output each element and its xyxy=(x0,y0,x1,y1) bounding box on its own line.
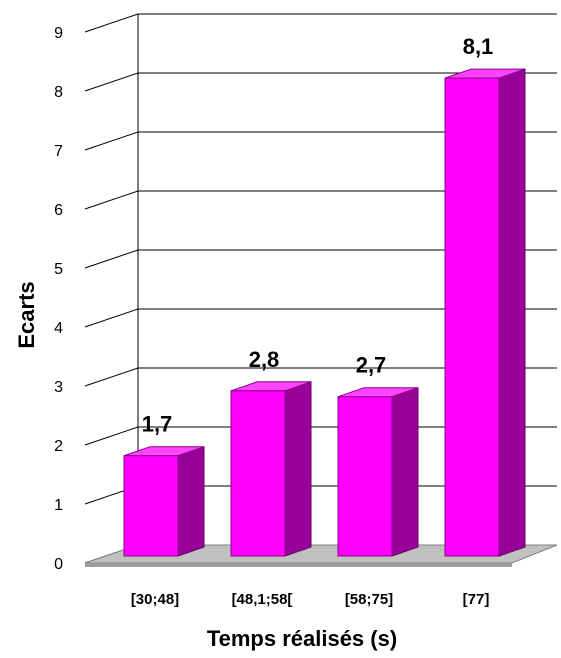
x-tick-label: [48,1;58[ xyxy=(232,591,293,608)
bar-front xyxy=(123,455,179,557)
x-tick-labels: [30;48] [48,1;58[ [58;75] [77] xyxy=(131,591,490,608)
bar xyxy=(444,68,526,557)
data-label: 2,7 xyxy=(356,353,387,378)
gridline xyxy=(84,13,557,33)
y-tick-label: 3 xyxy=(54,379,63,396)
x-tick-label: [77] xyxy=(463,591,490,608)
y-tick-label: 9 xyxy=(54,25,63,42)
bar-side xyxy=(498,68,526,557)
bar-side xyxy=(391,386,419,557)
x-tick-label: [58;75] xyxy=(345,591,393,608)
bar-front xyxy=(337,396,393,557)
x-tick-label: [30;48] xyxy=(131,591,179,608)
bar xyxy=(337,386,419,557)
x-axis-title: Temps réalisés (s) xyxy=(207,626,397,651)
bars xyxy=(123,68,526,557)
y-axis-title: Ecarts xyxy=(14,281,39,348)
bar xyxy=(123,445,205,557)
y-tick-label: 7 xyxy=(54,143,63,160)
y-tick-label: 6 xyxy=(54,202,63,219)
y-tick-label: 1 xyxy=(54,497,63,514)
bar-front xyxy=(444,77,500,557)
y-tick-label: 4 xyxy=(54,320,63,337)
bar-side xyxy=(284,381,312,557)
y-tick-label: 0 xyxy=(54,556,63,573)
data-label: 2,8 xyxy=(249,347,280,372)
chart-floor xyxy=(84,544,558,567)
y-tick-label: 5 xyxy=(54,261,63,278)
y-tick-label: 2 xyxy=(54,438,63,455)
y-tick-labels: 0 1 2 3 4 5 6 7 8 9 xyxy=(54,25,63,573)
floor-edge xyxy=(85,563,512,567)
data-label: 8,1 xyxy=(463,34,494,59)
data-label: 1,7 xyxy=(142,412,173,437)
bar-side xyxy=(177,445,205,557)
bar-front xyxy=(230,390,286,557)
y-tick-label: 8 xyxy=(54,84,63,101)
bar xyxy=(230,381,312,557)
data-labels: 1,7 2,8 2,7 8,1 xyxy=(142,34,494,437)
